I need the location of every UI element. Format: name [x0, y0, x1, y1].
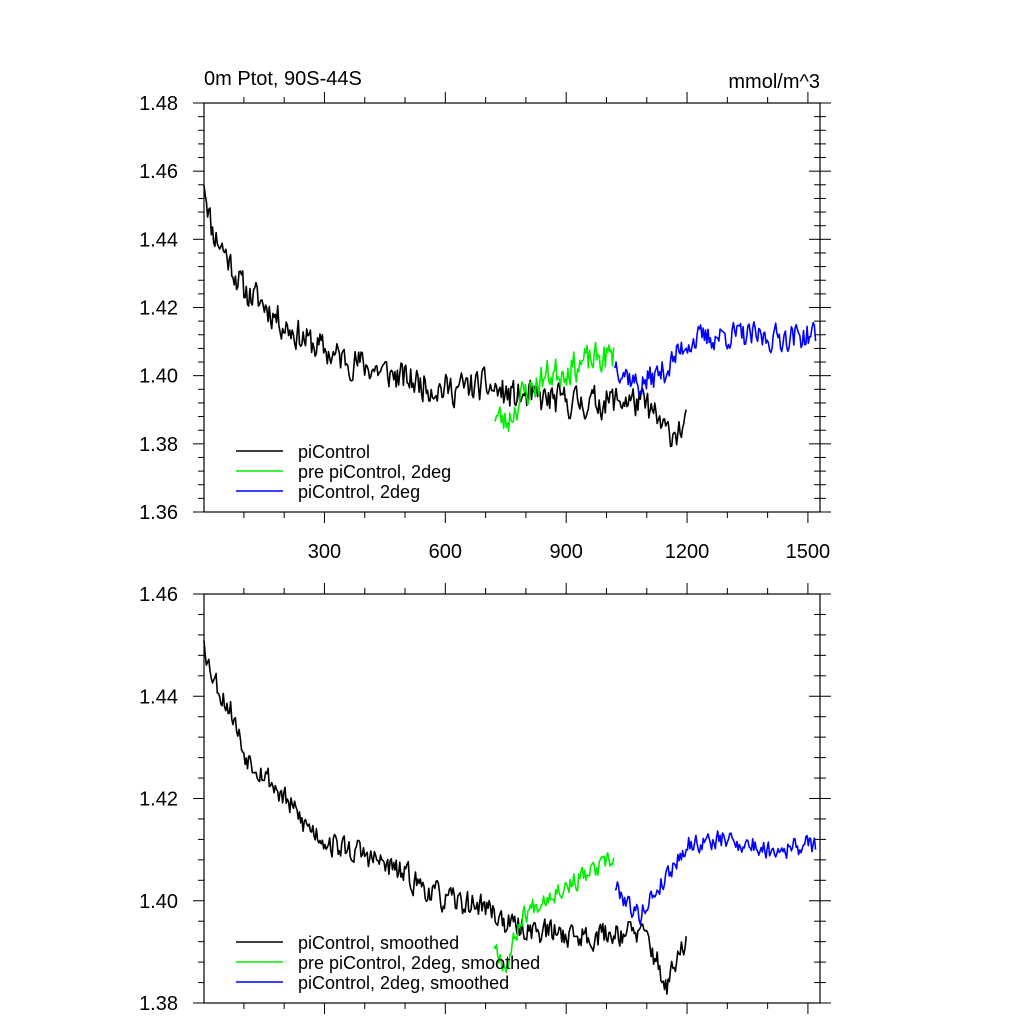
legend-label-pre-picontrol-2deg-smoothed: pre piControl, 2deg, smoothed [298, 953, 540, 973]
legend: piControl, smoothed pre piControl, 2deg,… [236, 933, 540, 993]
y-tick-label: 1.48 [139, 93, 178, 115]
y-tick-label: 1.40 [139, 366, 178, 388]
units-label: mmol/m^3 [728, 71, 820, 93]
series-line-pre-picontrol-2deg-smoothed [493, 851, 615, 974]
series-line-picontrol-2deg [614, 321, 817, 397]
y-tick-label: 1.40 [139, 891, 178, 913]
y-tick-label: 1.38 [139, 993, 178, 1015]
y-tick-label: 1.36 [139, 502, 178, 524]
series-layer [203, 640, 817, 995]
panel-title: 0m Ptot, 90S-44S [204, 68, 362, 90]
top-panel: 0m Ptot, 90S-44S mmol/m^3 1.361.381.401.… [139, 68, 831, 563]
y-tick-labels: 1.38 1.40 1.42 1.44 1.46 [139, 584, 178, 1015]
plot-frame [203, 102, 821, 513]
legend-label-picontrol-2deg-smoothed: piControl, 2deg, smoothed [298, 973, 509, 993]
x-tick-label: 300 [308, 541, 341, 563]
series-line-pre-picontrol-2deg [493, 341, 615, 433]
series-line-picontrol [203, 185, 687, 448]
series-line-picontrol-smoothed [203, 640, 687, 995]
legend-label-picontrol-smoothed: piControl, smoothed [298, 933, 459, 953]
tick-marks [193, 583, 831, 1014]
legend-label-pre-picontrol-2deg: pre piControl, 2deg [298, 462, 451, 482]
legend-label-picontrol: piControl [298, 442, 370, 462]
y-tick-labels: 1.36 1.38 1.40 1.42 1.44 1.46 1.48 [139, 93, 178, 524]
x-tick-label: 600 [429, 541, 462, 563]
legend-label-picontrol-2deg: piControl, 2deg [298, 482, 420, 502]
y-tick-label: 1.46 [139, 161, 178, 183]
y-tick-label: 1.42 [139, 298, 178, 320]
y-tick-label: 1.38 [139, 434, 178, 456]
y-tick-label: 1.46 [139, 584, 178, 606]
x-tick-labels: 300 600 900 1200 1500 [308, 541, 830, 563]
tick-marks [193, 92, 831, 523]
y-tick-label: 1.42 [139, 789, 178, 811]
x-tick-label: 900 [549, 541, 582, 563]
bottom-panel: 1.38 1.40 1.42 1.44 1.46 piControl, smoothed… [139, 583, 831, 1015]
y-tick-label: 1.44 [139, 686, 178, 708]
series-line-picontrol-2deg-smoothed [614, 830, 817, 926]
legend: piControl pre piControl, 2deg piControl,… [236, 442, 451, 502]
series-layer [203, 185, 817, 448]
x-tick-label: 1500 [786, 541, 831, 563]
x-tick-label: 1200 [665, 541, 710, 563]
y-tick-label: 1.44 [139, 229, 178, 251]
